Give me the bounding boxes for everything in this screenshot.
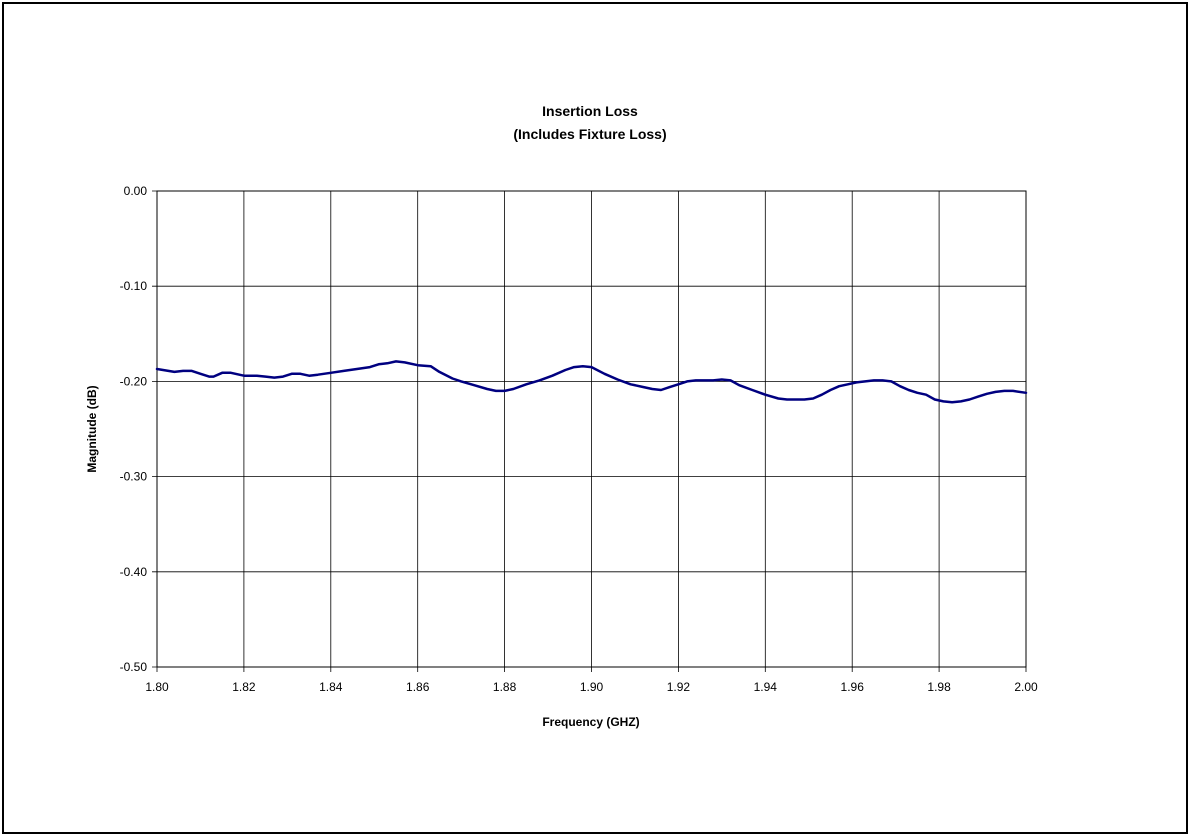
y-tick-label: -0.20 xyxy=(120,374,148,388)
x-tick-label: 1.98 xyxy=(927,680,951,694)
chart-title: Insertion Loss xyxy=(542,103,638,119)
x-tick-labels: 1.80 1.82 1.84 1.86 1.88 1.90 1.92 1.94 1.96 1.98… xyxy=(145,680,1038,694)
x-tick-label: 1.94 xyxy=(754,680,778,694)
chart-subtitle: (Includes Fixture Loss) xyxy=(513,126,666,142)
grid-lines xyxy=(152,190,1027,672)
y-tick-label: -0.50 xyxy=(120,660,148,674)
x-tick-label: 1.80 xyxy=(145,680,169,694)
y-tick-label: -0.30 xyxy=(120,470,148,484)
x-tick-label: 1.88 xyxy=(493,680,517,694)
x-tick-label: 1.86 xyxy=(406,680,430,694)
x-tick-label: 1.82 xyxy=(232,680,256,694)
x-tick-label: 1.84 xyxy=(319,680,343,694)
plot-area-border xyxy=(156,190,1027,668)
x-tick-label: 2.00 xyxy=(1014,680,1038,694)
y-axis-title: Magnitude (dB) xyxy=(85,385,99,472)
y-tick-label: 0.00 xyxy=(124,184,148,198)
x-tick-label: 1.90 xyxy=(580,680,604,694)
x-tick-label: 1.96 xyxy=(841,680,865,694)
x-axis-title: Frequency (GHZ) xyxy=(542,715,639,729)
insertion-loss-line xyxy=(155,360,1028,404)
x-tick-label: 1.92 xyxy=(667,680,691,694)
y-tick-label: -0.40 xyxy=(120,565,148,579)
y-tick-labels: 0.00 -0.10 -0.20 -0.30 -0.40 -0.50 xyxy=(120,184,148,674)
y-tick-label: -0.10 xyxy=(120,279,148,293)
